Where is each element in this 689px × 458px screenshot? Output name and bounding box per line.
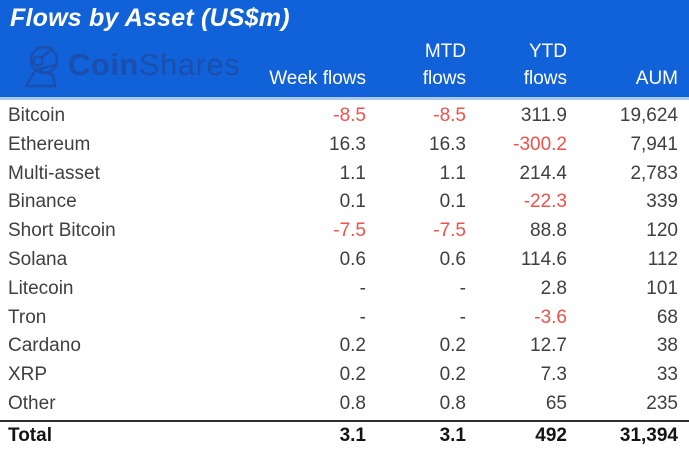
value-cell: -300.2: [513, 133, 567, 155]
value-cell: 0.2: [339, 364, 366, 386]
value-cell: 1.1: [439, 162, 466, 184]
value-cell: 2.8: [540, 277, 567, 299]
logo-text-shares: Shares: [138, 46, 241, 82]
table-row: Bitcoin -8.5 -8.5 311.9 19,624: [0, 102, 689, 131]
value-cell: 2,783: [630, 162, 678, 184]
value-cell: -8.5: [433, 105, 466, 126]
column-header-week-flows: Week flows: [269, 68, 366, 90]
asset-label: Binance: [8, 191, 77, 213]
value-cell: 0.1: [339, 191, 366, 213]
asset-label: Bitcoin: [8, 105, 66, 126]
table-row: Tron - - -3.6 68: [0, 304, 689, 333]
table-body: Bitcoin -8.5 -8.5 311.9 19,624 Ethereum 16.3 16…: [0, 100, 689, 419]
table-row: Cardano 0.2 0.2 12.7 38: [0, 332, 689, 361]
asset-label: Litecoin: [8, 277, 74, 299]
asset-label: Multi-asset: [8, 162, 100, 184]
total-week-flows: 3.1: [339, 424, 366, 446]
coinshares-orb-icon: [22, 44, 62, 90]
value-cell: 101: [646, 277, 678, 299]
value-cell: 235: [646, 392, 678, 414]
column-header-aum: AUM: [635, 68, 678, 90]
value-cell: 68: [656, 306, 678, 328]
total-label: Total: [8, 424, 52, 446]
value-cell: 112: [647, 248, 678, 270]
value-cell: 0.1: [439, 191, 466, 213]
value-cell: 16.3: [429, 133, 466, 155]
value-cell: -: [359, 306, 366, 328]
table-row: Ethereum 16.3 16.3 -300.2 7,941: [0, 131, 689, 160]
table-row: Short Bitcoin -7.5 -7.5 88.8 120: [0, 217, 689, 246]
asset-label: Ethereum: [8, 133, 91, 155]
value-cell: -7.5: [333, 220, 366, 242]
table-row: Other 0.8 0.8 65 235: [0, 390, 689, 419]
value-cell: 16.3: [329, 133, 366, 155]
page-title: Flows by Asset (US$m): [10, 4, 290, 32]
value-cell: 0.2: [439, 364, 466, 386]
value-cell: 33: [656, 364, 678, 386]
value-cell: 0.6: [339, 248, 366, 270]
total-aum: 31,394: [619, 424, 678, 446]
value-cell: 0.8: [339, 392, 366, 414]
column-header-asset: [0, 93, 260, 97]
value-cell: 12.7: [530, 335, 567, 357]
value-cell: -8.5: [333, 105, 366, 126]
value-cell: 65: [545, 392, 567, 414]
total-mtd-flows: 3.1: [439, 424, 466, 446]
table-row: Litecoin - - 2.8 101: [0, 275, 689, 304]
value-cell: 120: [646, 220, 678, 242]
value-cell: -3.6: [534, 306, 567, 328]
asset-label: Cardano: [8, 335, 81, 357]
asset-label: Short Bitcoin: [8, 220, 116, 242]
column-header-mtd-flows: MTD flows: [422, 40, 466, 90]
column-header-ytd-flows: YTD flows: [523, 40, 567, 90]
value-cell: 114.6: [520, 248, 567, 270]
value-cell: 0.6: [439, 248, 466, 270]
asset-label: Other: [8, 392, 56, 414]
asset-label: XRP: [8, 364, 48, 386]
table-row: Multi-asset 1.1 1.1 214.4 2,783: [0, 160, 689, 189]
value-cell: 0.2: [439, 335, 466, 357]
value-cell: -22.3: [523, 191, 567, 213]
value-cell: -: [359, 277, 366, 299]
value-cell: -: [459, 277, 466, 299]
table-row: XRP 0.2 0.2 7.3 33: [0, 361, 689, 390]
total-row: Total 3.1 3.1 492 31,394: [0, 419, 689, 450]
value-cell: 0.2: [339, 335, 366, 357]
total-ytd-flows: 492: [535, 424, 567, 446]
value-cell: 311.9: [520, 105, 567, 126]
value-cell: 214.4: [519, 162, 567, 184]
coinshares-logo: CoinShares: [22, 44, 240, 90]
logo-text: CoinShares: [68, 49, 240, 86]
asset-label: Tron: [8, 306, 47, 328]
table-row: Solana 0.6 0.6 114.6 112: [0, 246, 689, 275]
value-cell: -: [459, 306, 466, 328]
value-cell: 88.8: [530, 220, 567, 242]
column-header-row: Week flows MTD flows YTD flows AUM: [0, 38, 689, 97]
value-cell: 7,941: [630, 133, 678, 155]
value-cell: 19,624: [619, 105, 678, 126]
value-cell: 1.1: [339, 162, 366, 184]
logo-text-coin: Coin: [68, 46, 139, 82]
value-cell: 7.3: [540, 364, 567, 386]
value-cell: 339: [646, 191, 678, 213]
value-cell: -7.5: [433, 220, 466, 242]
asset-label: Solana: [8, 248, 68, 270]
table-row: Binance 0.1 0.1 -22.3 339: [0, 188, 689, 217]
value-cell: 0.8: [439, 392, 466, 414]
report-header: Flows by Asset (US$m) CoinShares Week fl…: [0, 0, 689, 100]
value-cell: 38: [656, 335, 678, 357]
